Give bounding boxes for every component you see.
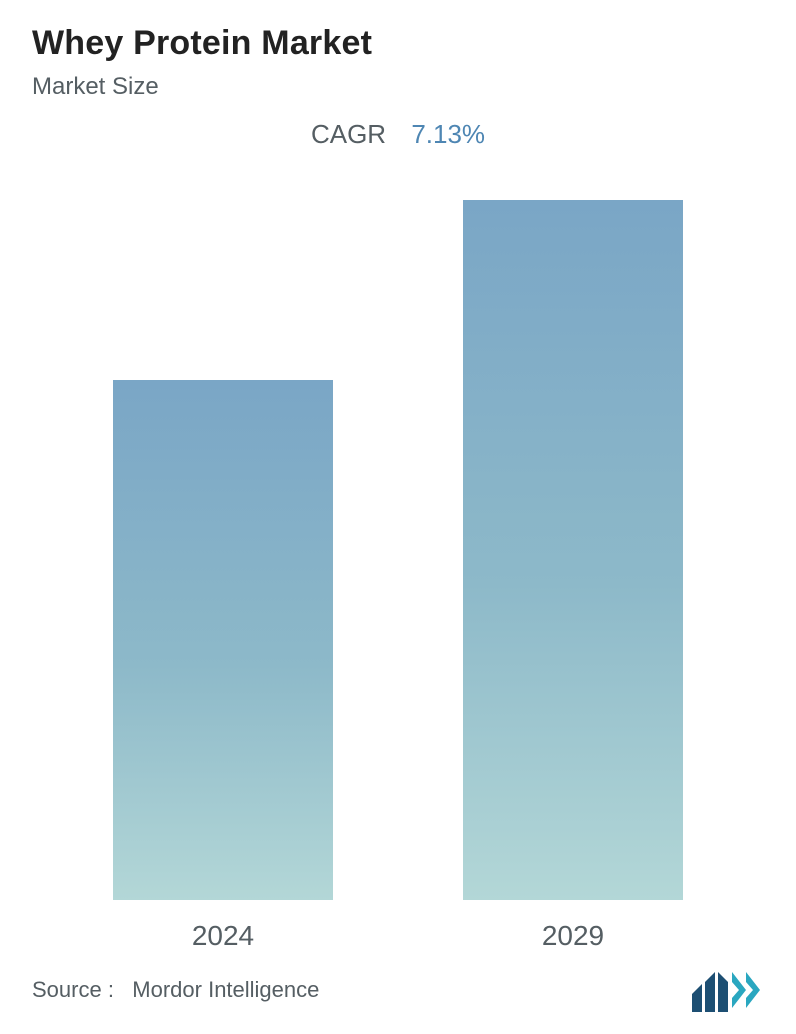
bars-group [32,160,764,900]
cagr-label: CAGR [311,119,386,150]
footer: Source : Mordor Intelligence [32,968,764,1012]
cagr-value: 7.13% [411,119,485,150]
mordor-logo-icon [692,968,764,1012]
cagr-row: CAGR 7.13% [32,119,764,150]
source-label: Source : [32,977,114,1002]
x-axis-labels: 2024 2029 [32,920,764,952]
chart-container: Whey Protein Market Market Size CAGR 7.1… [0,0,796,1034]
source-value: Mordor Intelligence [132,977,319,1002]
page-title: Whey Protein Market [32,24,764,63]
bar-2029 [463,200,683,900]
chart-area [32,160,764,900]
x-label-1: 2029 [463,920,683,952]
footer-divider [32,955,764,956]
bar-2024 [113,380,333,900]
x-label-0: 2024 [113,920,333,952]
page-subtitle: Market Size [32,73,764,101]
source-text: Source : Mordor Intelligence [32,977,319,1003]
